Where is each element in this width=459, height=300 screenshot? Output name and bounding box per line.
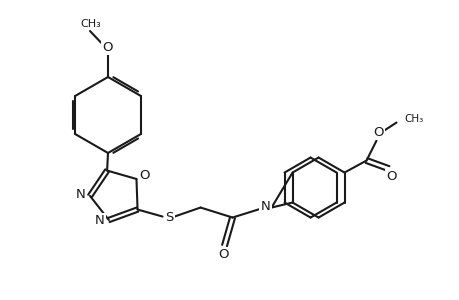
Text: CH₃: CH₃ [80,19,101,29]
Text: CH₃: CH₃ [403,113,423,124]
Text: N: N [95,214,105,227]
Text: O: O [372,126,383,139]
Text: N: N [260,200,270,213]
Text: S: S [165,211,174,224]
Text: O: O [218,248,228,261]
Text: O: O [139,169,150,182]
Text: O: O [102,40,113,53]
Text: O: O [386,170,396,183]
Text: N: N [76,188,86,201]
